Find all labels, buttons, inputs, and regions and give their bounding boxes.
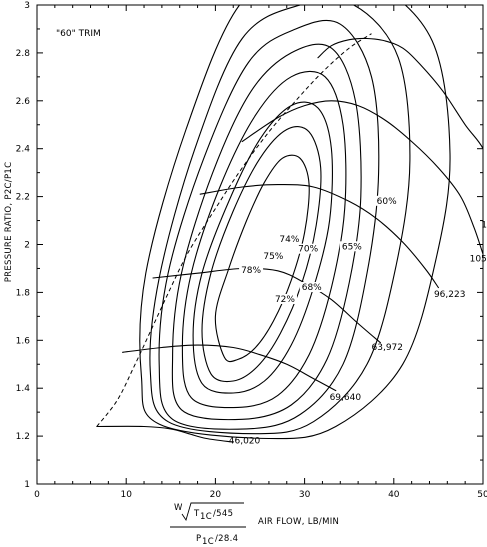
speed-line-69640 <box>122 344 337 392</box>
speed-line-63972 <box>152 267 381 344</box>
label-background <box>374 195 399 206</box>
label-background <box>299 282 324 293</box>
efficiency-label: 75% <box>263 252 283 262</box>
efficiency-island-70pct <box>171 43 362 421</box>
efficiency-label: 60% <box>377 197 397 207</box>
speed-label: 69,640 <box>330 393 362 403</box>
formula-t: T <box>193 509 200 519</box>
x-tick-label: 10 <box>120 490 132 500</box>
formula-sqrt-sign <box>181 502 244 522</box>
speed-label: 96,223 <box>434 290 466 300</box>
speed-label: 105,468 <box>470 254 487 264</box>
axis-ticks <box>36 4 484 485</box>
efficiency-label: 68% <box>302 283 322 293</box>
efficiency-label: 65% <box>342 242 362 252</box>
label-background <box>272 293 297 304</box>
efficiency-island-65pct <box>149 5 411 435</box>
y-tick-label: 1.2 <box>16 432 30 442</box>
y-tick-labels: 1 1.2 1.4 1.6 1.8 2 2.2 2.4 2.6 2.8 3 <box>16 1 31 490</box>
speed-label: 46,020 <box>229 436 261 446</box>
x-tick-labels: 0 10 20 30 40 50 <box>34 490 487 500</box>
speed-line-46020 <box>96 425 234 443</box>
speed-line-105468 <box>241 100 483 255</box>
y-axis-label: PRESSURE RATIO, P2C/P1C <box>4 162 14 283</box>
speed-label: 63,972 <box>372 343 404 353</box>
efficiency-label: 70% <box>298 245 318 255</box>
y-tick-label: 2.2 <box>16 193 30 203</box>
speed-line-13669 <box>317 37 483 151</box>
efficiency-island-78pct <box>214 154 310 363</box>
formula-w: W <box>174 503 183 513</box>
chart-title: "60" TRIM <box>56 29 101 39</box>
y-tick-label: 2.6 <box>16 97 31 107</box>
speed-lines <box>96 37 483 443</box>
x-tick-label: 20 <box>210 490 222 500</box>
speed-label: 13,669 <box>481 221 487 231</box>
x-tick-label: 50 <box>477 490 487 500</box>
label-background <box>339 241 364 252</box>
label-background <box>239 265 264 276</box>
x-tick-label: 0 <box>34 490 40 500</box>
x-axis-label: AIR FLOW, LB/MIN <box>258 517 339 527</box>
efficiency-label: 74% <box>279 235 299 245</box>
y-tick-label: 2.4 <box>16 145 31 155</box>
plot-frame <box>36 4 484 485</box>
formula-t-sub: 1C <box>200 512 212 522</box>
efficiency-island-72pct <box>181 70 347 409</box>
curve-labels: 78%75% 74% 72% 70% 68% 65% 60% 46,020 69,640 63,9… <box>229 195 487 446</box>
formula-t-den: /545 <box>213 509 233 519</box>
efficiency-label: 78% <box>241 266 261 276</box>
label-background <box>296 243 321 254</box>
formula-p-sub: 1C <box>202 537 214 547</box>
x-tick-label: 40 <box>388 490 400 500</box>
y-tick-label: 1.8 <box>16 288 31 298</box>
label-background <box>277 234 302 245</box>
efficiency-islands <box>139 5 451 440</box>
y-tick-label: 2 <box>24 241 30 251</box>
y-tick-label: 2.8 <box>16 49 31 59</box>
x-axis-formula: W T 1C /545 P 1C /28.4 <box>170 502 246 547</box>
y-tick-label: 1.4 <box>16 384 31 394</box>
surge-line <box>96 33 372 427</box>
formula-p: P <box>196 534 201 544</box>
efficiency-label: 72% <box>275 295 295 305</box>
speed-line-96223 <box>199 184 439 289</box>
y-tick-label: 1 <box>24 480 30 490</box>
y-tick-label: 1.6 <box>16 336 31 346</box>
efficiency-island-74pct <box>192 101 333 394</box>
x-tick-label: 30 <box>299 490 311 500</box>
efficiency-island-60pct <box>139 5 451 440</box>
label-background <box>261 250 286 261</box>
efficiency-island-75pct <box>201 126 322 383</box>
formula-p-den: /28.4 <box>215 534 238 544</box>
y-tick-label: 3 <box>24 1 30 11</box>
efficiency-island-68pct <box>158 19 380 430</box>
